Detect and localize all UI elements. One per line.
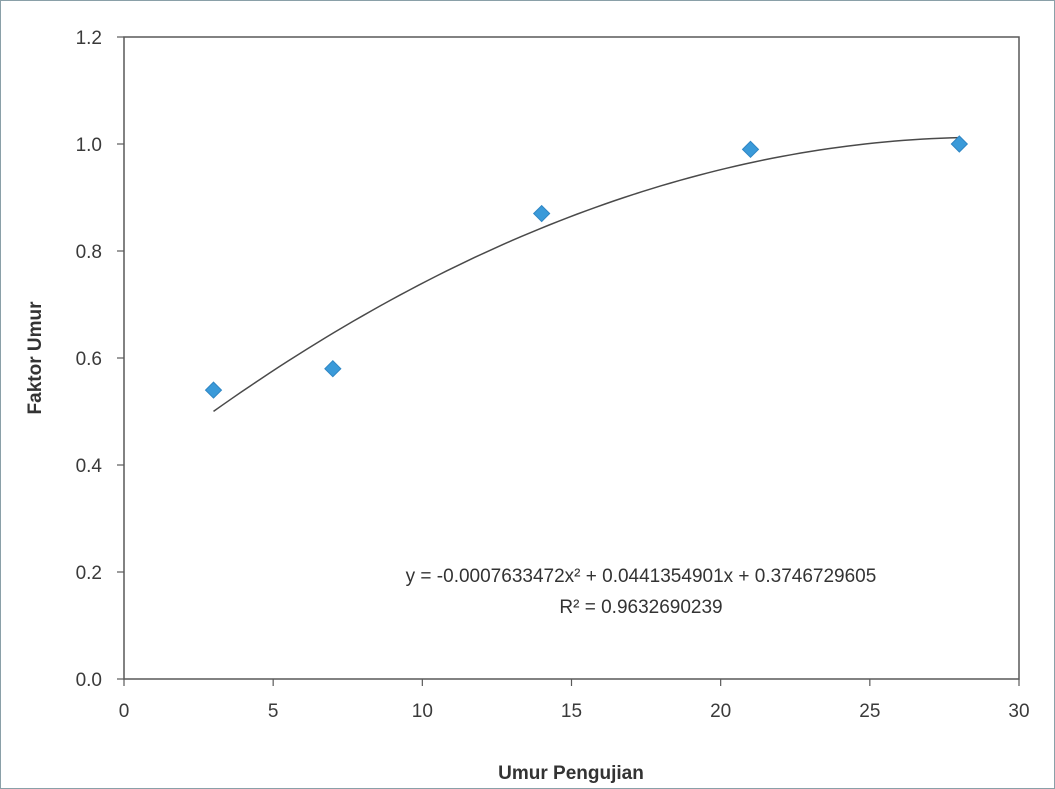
x-tick-label: 20 [710,701,731,722]
x-tick-label: 30 [1008,701,1029,722]
trendline-equation: y = -0.0007633472x² + 0.0441354901x + 0.… [406,566,877,587]
data-point [204,381,223,399]
trendline [213,136,960,413]
trendline-r-squared: R² = 0.9632690239 [559,597,722,618]
y-tick-label: 0.6 [76,349,102,370]
data-point [324,359,342,378]
data-points [204,135,969,399]
y-axis-ticks: 0.0 0.2 0.4 0.6 0.8 1.0 1.2 [76,28,124,691]
y-tick-label: 0.4 [76,456,103,477]
data-point [950,135,969,153]
x-tick-label: 5 [268,701,279,722]
x-axis-ticks: 0 5 10 15 20 25 30 [119,679,1030,722]
data-point [741,140,760,159]
y-axis-title: Faktor Umur [25,301,46,415]
y-tick-label: 0.8 [76,242,102,263]
x-tick-label: 10 [412,701,433,722]
data-point [532,204,551,223]
x-tick-label: 15 [561,701,582,722]
x-tick-label: 0 [119,701,130,722]
x-tick-label: 25 [859,701,880,722]
x-axis-title: Umur Pengujian [498,763,644,784]
y-tick-label: 0.2 [76,563,102,584]
y-tick-label: 1.0 [76,135,102,156]
y-tick-label: 0.0 [76,670,102,691]
y-tick-label: 1.2 [76,28,102,49]
